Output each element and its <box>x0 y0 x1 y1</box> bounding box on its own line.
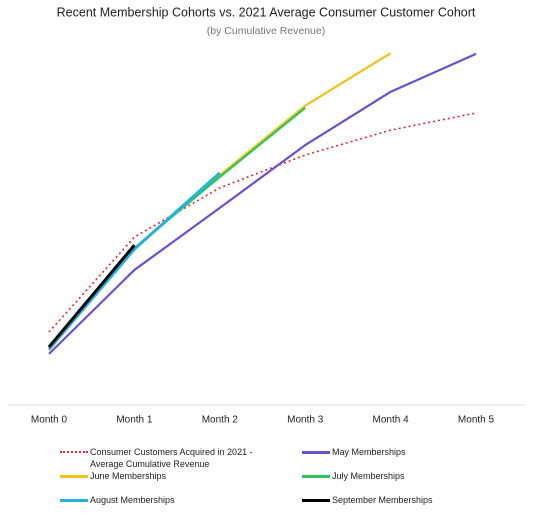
legend-label: Consumer Customers Acquired in 2021 - Av… <box>90 447 253 469</box>
legend-swatch <box>302 451 330 454</box>
legend-swatch <box>60 499 88 502</box>
legend-label: August Memberships <box>90 495 175 505</box>
series-line <box>48 112 477 333</box>
legend-swatch <box>60 451 88 453</box>
legend-label: June Memberships <box>90 471 167 481</box>
legend-item: September Memberships <box>302 494 497 506</box>
x-tick-label: Month 0 <box>31 415 68 426</box>
series-line <box>48 107 306 350</box>
legend-item: July Memberships <box>302 470 497 482</box>
legend-item: June Memberships <box>60 470 255 482</box>
chart-subtitle: (by Cumulative Revenue) <box>207 25 325 37</box>
x-tick-label: Month 4 <box>373 415 410 426</box>
series-line <box>47 171 221 351</box>
legend-swatch <box>302 475 330 478</box>
series-line <box>48 52 477 355</box>
x-tick-label: Month 1 <box>116 415 153 426</box>
series-line <box>48 52 392 351</box>
series-line <box>47 244 136 348</box>
legend-item: August Memberships <box>60 494 255 506</box>
legend-swatch <box>60 475 88 478</box>
chart-title: Recent Membership Cohorts vs. 2021 Avera… <box>57 5 476 19</box>
x-tick-label: Month 5 <box>458 415 495 426</box>
legend-label: September Memberships <box>332 495 433 505</box>
legend-item: Consumer Customers Acquired in 2021 - Av… <box>60 446 255 470</box>
legend-item: May Memberships <box>302 446 497 458</box>
x-tick-label: Month 3 <box>287 415 324 426</box>
x-tick-label: Month 2 <box>202 415 239 426</box>
legend-label: May Memberships <box>332 447 406 457</box>
legend-label: July Memberships <box>332 471 405 481</box>
legend-swatch <box>302 499 330 502</box>
